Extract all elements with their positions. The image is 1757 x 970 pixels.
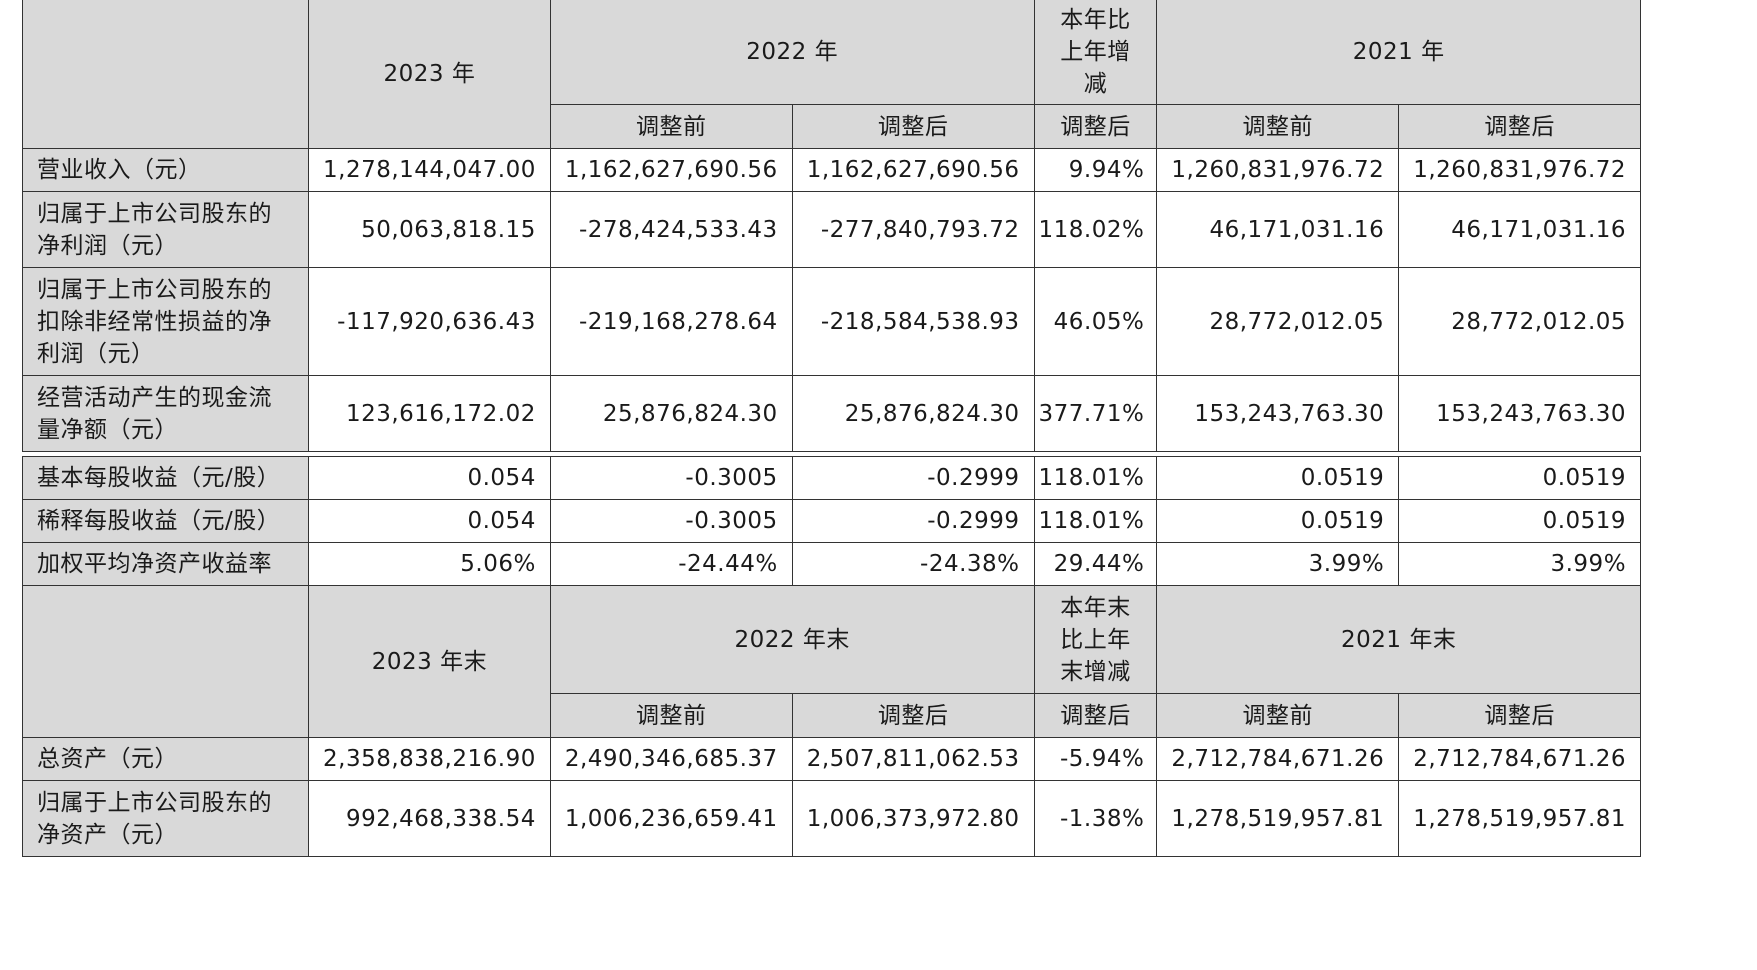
header-2022-after: 调整后 xyxy=(791,104,1035,149)
cell-2021-before: 3.99% xyxy=(1156,542,1400,586)
header-2021-end: 2021 年末 xyxy=(1156,585,1642,694)
cell-2021-after: 0.0519 xyxy=(1398,456,1642,500)
cell-change: 46.05% xyxy=(1033,267,1158,376)
table-row: 归属于上市公司股东的净利润（元） 50,063,818.15 -278,424,… xyxy=(22,191,1642,268)
cell-2022-before: -0.3005 xyxy=(549,456,793,500)
header-change-end: 本年末比上年末增减 xyxy=(1033,585,1158,694)
cell-2021-after: 3.99% xyxy=(1398,542,1642,586)
cell-2022-after: 25,876,824.30 xyxy=(791,375,1035,452)
header-2022-before: 调整前 xyxy=(549,104,793,149)
cell-2021-before: 2,712,784,671.26 xyxy=(1156,737,1400,781)
cell-change: 118.01% xyxy=(1033,499,1158,543)
row-label: 归属于上市公司股东的净资产（元） xyxy=(22,780,309,857)
header-change-after: 调整后 xyxy=(1033,104,1158,149)
cell-change: 29.44% xyxy=(1033,542,1158,586)
cell-2022-after: 1,162,627,690.56 xyxy=(791,148,1035,192)
cell-2021-after: 1,260,831,976.72 xyxy=(1398,148,1642,192)
cell-2022-after: 1,006,373,972.80 xyxy=(791,780,1035,857)
header-2021-after: 调整后 xyxy=(1398,104,1642,149)
cell-2023: 5.06% xyxy=(308,542,551,586)
cell-2021-before: 1,278,519,957.81 xyxy=(1156,780,1400,857)
row-label: 基本每股收益（元/股） xyxy=(22,456,309,500)
row-label: 加权平均净资产收益率 xyxy=(22,542,309,586)
cell-2022-after: -24.38% xyxy=(791,542,1035,586)
cell-change: 118.02% xyxy=(1033,191,1158,268)
cell-change: -5.94% xyxy=(1033,737,1158,781)
cell-2021-after: 153,243,763.30 xyxy=(1398,375,1642,452)
cell-2021-before: 1,260,831,976.72 xyxy=(1156,148,1400,192)
table-row: 营业收入（元） 1,278,144,047.00 1,162,627,690.5… xyxy=(22,148,1642,192)
header-2021: 2021 年 xyxy=(1156,0,1642,105)
header-2022-end: 2022 年末 xyxy=(549,585,1035,694)
cell-2022-before: 1,162,627,690.56 xyxy=(549,148,793,192)
cell-2021-before: 0.0519 xyxy=(1156,456,1400,500)
cell-2022-after: -218,584,538.93 xyxy=(791,267,1035,376)
header-corner-cell xyxy=(22,0,309,149)
cell-2022-after: -277,840,793.72 xyxy=(791,191,1035,268)
cell-2022-after: 2,507,811,062.53 xyxy=(791,737,1035,781)
cell-2022-after: -0.2999 xyxy=(791,499,1035,543)
header-2021-before: 调整前 xyxy=(1156,693,1400,738)
cell-2023: -117,920,636.43 xyxy=(308,267,551,376)
header-2023: 2023 年 xyxy=(308,0,551,149)
header-2021-after: 调整后 xyxy=(1398,693,1642,738)
table-row: 基本每股收益（元/股） 0.054 -0.3005 -0.2999 118.01… xyxy=(22,456,1642,500)
cell-change: 9.94% xyxy=(1033,148,1158,192)
cell-2023: 2,358,838,216.90 xyxy=(308,737,551,781)
cell-2021-after: 28,772,012.05 xyxy=(1398,267,1642,376)
header-2021-before: 调整前 xyxy=(1156,104,1400,149)
row-label: 总资产（元） xyxy=(22,737,309,781)
cell-change: 118.01% xyxy=(1033,456,1158,500)
table-row: 归属于上市公司股东的扣除非经常性损益的净利润（元） -117,920,636.4… xyxy=(22,267,1642,376)
table-row: 经营活动产生的现金流量净额（元） 123,616,172.02 25,876,8… xyxy=(22,375,1642,452)
cell-2022-before: -24.44% xyxy=(549,542,793,586)
header-2022-after: 调整后 xyxy=(791,693,1035,738)
cell-2022-before: -219,168,278.64 xyxy=(549,267,793,376)
row-label: 归属于上市公司股东的扣除非经常性损益的净利润（元） xyxy=(22,267,309,376)
header-change-after: 调整后 xyxy=(1033,693,1158,738)
cell-2023: 1,278,144,047.00 xyxy=(308,148,551,192)
cell-2021-before: 0.0519 xyxy=(1156,499,1400,543)
cell-2023: 123,616,172.02 xyxy=(308,375,551,452)
cell-2023: 50,063,818.15 xyxy=(308,191,551,268)
header-2023-end: 2023 年末 xyxy=(308,585,551,738)
table-row: 总资产（元） 2,358,838,216.90 2,490,346,685.37… xyxy=(22,737,1642,781)
table-row: 加权平均净资产收益率 5.06% -24.44% -24.38% 29.44% … xyxy=(22,542,1642,586)
cell-2021-before: 28,772,012.05 xyxy=(1156,267,1400,376)
cell-2023: 992,468,338.54 xyxy=(308,780,551,857)
header-corner-cell xyxy=(22,585,309,738)
row-label: 经营活动产生的现金流量净额（元） xyxy=(22,375,309,452)
cell-2021-before: 153,243,763.30 xyxy=(1156,375,1400,452)
cell-2022-before: -278,424,533.43 xyxy=(549,191,793,268)
cell-2021-after: 46,171,031.16 xyxy=(1398,191,1642,268)
financial-summary-table: 2023 年 2022 年 本年比上年增减 2021 年 调整前 调整后 调整后… xyxy=(22,0,1642,857)
cell-2022-before: 25,876,824.30 xyxy=(549,375,793,452)
cell-2022-after: -0.2999 xyxy=(791,456,1035,500)
cell-2021-before: 46,171,031.16 xyxy=(1156,191,1400,268)
cell-2022-before: 1,006,236,659.41 xyxy=(549,780,793,857)
header-change: 本年比上年增减 xyxy=(1033,0,1158,105)
cell-2021-after: 2,712,784,671.26 xyxy=(1398,737,1642,781)
cell-2021-after: 1,278,519,957.81 xyxy=(1398,780,1642,857)
cell-2022-before: -0.3005 xyxy=(549,499,793,543)
header-2022: 2022 年 xyxy=(549,0,1035,105)
cell-2022-before: 2,490,346,685.37 xyxy=(549,737,793,781)
table-row: 归属于上市公司股东的净资产（元） 992,468,338.54 1,006,23… xyxy=(22,780,1642,857)
table-row: 稀释每股收益（元/股） 0.054 -0.3005 -0.2999 118.01… xyxy=(22,499,1642,543)
row-label: 营业收入（元） xyxy=(22,148,309,192)
header-2022-before: 调整前 xyxy=(549,693,793,738)
row-label: 稀释每股收益（元/股） xyxy=(22,499,309,543)
cell-2023: 0.054 xyxy=(308,456,551,500)
row-label: 归属于上市公司股东的净利润（元） xyxy=(22,191,309,268)
cell-change: -1.38% xyxy=(1033,780,1158,857)
cell-2021-after: 0.0519 xyxy=(1398,499,1642,543)
cell-2023: 0.054 xyxy=(308,499,551,543)
cell-change: 377.71% xyxy=(1033,375,1158,452)
